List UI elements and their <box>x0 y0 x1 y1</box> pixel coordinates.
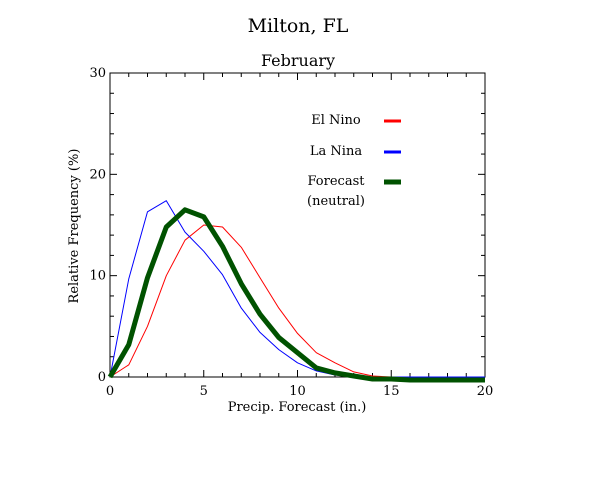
x-axis-label: Precip. Forecast (in.) <box>228 400 367 415</box>
legend-label-3: Forecast <box>308 174 366 189</box>
y-axis-label: Relative Frequency (%) <box>67 149 82 304</box>
series-layer <box>107 200 485 383</box>
x-tick-label: 0 <box>106 384 114 399</box>
x-tick-label: 15 <box>383 384 400 399</box>
x-tick-label: 20 <box>477 384 494 399</box>
x-tick-label: 5 <box>200 384 208 399</box>
series-line-2 <box>109 200 485 378</box>
series-line-3 <box>107 207 485 383</box>
legend-label-1: El Nino <box>311 113 361 128</box>
legend-label-2: La Nina <box>310 144 362 159</box>
y-tick-label: 30 <box>89 66 106 81</box>
y-tick-label: 10 <box>89 269 106 284</box>
chart-title: Milton, FL <box>248 15 349 37</box>
chart-subtitle: February <box>261 51 335 70</box>
y-tick-label: 20 <box>89 167 106 182</box>
plot-axes: 0 5 10 15 20 0 10 20 30 <box>89 66 493 399</box>
legend: El Nino La Nina Forecast (neutral) <box>307 113 401 209</box>
legend-label-3: (neutral) <box>307 194 365 209</box>
x-tick-label: 10 <box>289 384 306 399</box>
y-tick-label: 0 <box>98 370 106 385</box>
